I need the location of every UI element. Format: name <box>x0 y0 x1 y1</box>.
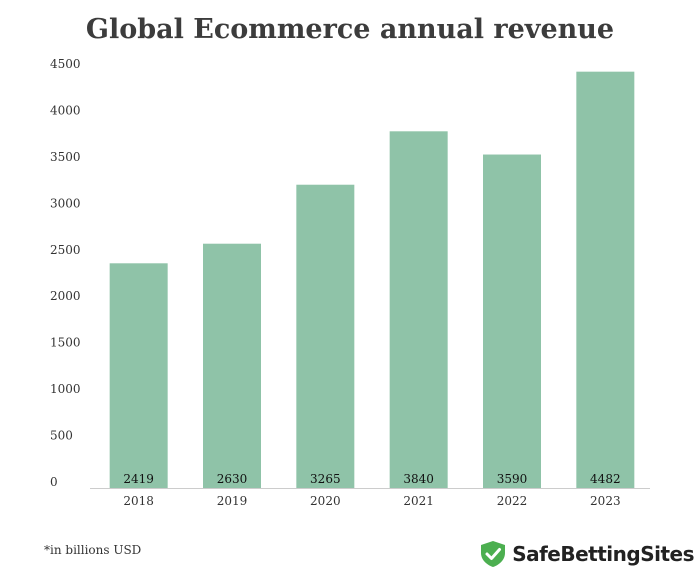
y-tick-label: 2500 <box>50 243 81 257</box>
y-tick-label: 3000 <box>50 196 81 210</box>
y-tick-label: 2000 <box>50 289 81 303</box>
bar <box>296 184 355 488</box>
x-tick-label: 2019 <box>217 494 248 508</box>
bar <box>483 154 541 489</box>
y-tick-label: 0 <box>50 475 58 489</box>
data-label: 4482 <box>590 472 621 486</box>
x-axis-ticks: 2018 2019 2020 2021 2022 2023 <box>123 494 620 508</box>
x-tick-label: 2022 <box>497 494 528 508</box>
bar <box>109 263 168 488</box>
footnote: *in billions USD <box>44 543 142 557</box>
data-label: 2419 <box>123 472 154 486</box>
y-tick-label: 4000 <box>50 103 81 117</box>
y-tick-label: 4500 <box>50 57 81 71</box>
data-label: 3590 <box>497 472 528 486</box>
bar <box>389 131 448 488</box>
data-label: 3265 <box>310 472 341 486</box>
bars-group <box>109 71 635 489</box>
x-tick-label: 2018 <box>123 494 154 508</box>
bar <box>203 243 261 488</box>
bar <box>576 71 635 488</box>
data-label: 3840 <box>403 472 434 486</box>
y-tick-label: 1000 <box>50 382 81 396</box>
y-tick-label: 500 <box>50 429 73 443</box>
x-tick-label: 2023 <box>590 494 621 508</box>
x-tick-label: 2021 <box>403 494 434 508</box>
chart-title: Global Ecommerce annual revenue <box>85 14 615 45</box>
y-tick-label: 3500 <box>50 150 81 164</box>
data-labels-group: 2419 2630 3265 3840 3590 4482 <box>123 472 620 486</box>
y-axis-ticks: 0 500 1000 1500 2000 2500 3000 3500 4000 4500 <box>50 57 81 489</box>
data-label: 2630 <box>217 472 248 486</box>
y-tick-label: 1500 <box>50 336 81 350</box>
shield-check-icon <box>481 541 506 567</box>
brand-logo: SafeBettingSites <box>480 540 694 568</box>
brand-name: SafeBettingSites <box>512 542 694 566</box>
x-tick-label: 2020 <box>310 494 341 508</box>
